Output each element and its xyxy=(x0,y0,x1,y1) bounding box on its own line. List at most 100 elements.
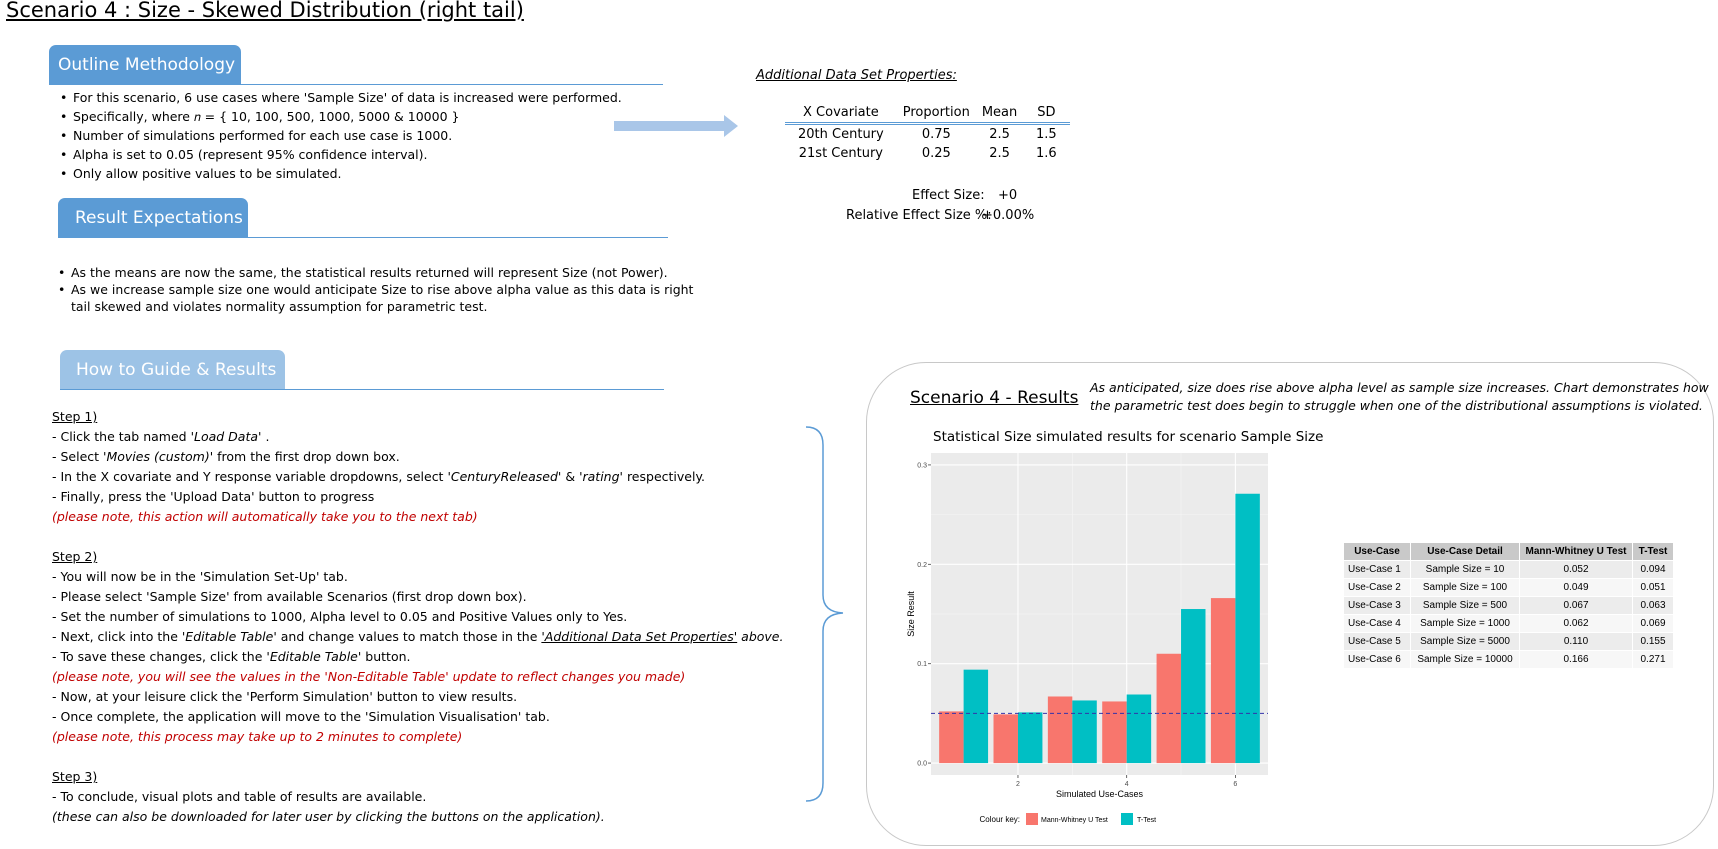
properties-row: 20th Century 0.75 2.5 1.5 xyxy=(785,124,1070,145)
size-bar-chart: 0.0 0.1 0.2 0.3 2 4 6 Simulated Use-Cases Size R… xyxy=(906,453,1268,825)
step1-emph: 'CenturyReleased' xyxy=(447,469,562,484)
results-header: Use-Case xyxy=(1344,543,1411,561)
step2-text: button. xyxy=(361,649,411,664)
outline-bullet: Specifically, where 𝑛 = { 10, 100, 500, … xyxy=(58,107,622,126)
results-header: Mann-Whitney U Test xyxy=(1520,543,1633,561)
results-header: T-Test xyxy=(1633,543,1674,561)
x-tick-label: 4 xyxy=(1125,781,1129,788)
bar-mann-whitney xyxy=(1156,653,1182,764)
step1-text: - Click the tab named xyxy=(52,429,191,444)
x-tick-label: 2 xyxy=(1016,781,1020,788)
properties-header: SD xyxy=(1023,103,1070,125)
bar-t-test xyxy=(1017,712,1043,764)
outline-heading-tab: Outline Methodology xyxy=(49,45,241,84)
bar-mann-whitney xyxy=(1210,598,1236,764)
step1-line1: - Click the tab named 'Load Data' . xyxy=(52,427,783,447)
legend-swatch-t-test xyxy=(1121,813,1133,825)
results-cell: 0.069 xyxy=(1633,615,1674,633)
expectations-bullet-line1: As we increase sample size one would ant… xyxy=(71,282,694,297)
results-panel xyxy=(866,362,1714,846)
step2-emph: 'Editable Table' xyxy=(181,629,277,644)
step1-text: . xyxy=(261,429,270,444)
expectations-bullets: As the means are now the same, the stati… xyxy=(56,264,693,315)
properties-header-row: X Covariate Proportion Mean SD xyxy=(785,103,1070,125)
step2-line2: - Please select 'Sample Size' from avail… xyxy=(52,589,527,604)
results-cell: 0.052 xyxy=(1520,561,1633,579)
properties-header: X Covariate xyxy=(785,103,897,125)
step2-note2: (please note, this process may take up t… xyxy=(52,729,463,744)
step2-title: Step 2) xyxy=(52,549,98,564)
brace-icon xyxy=(805,426,844,802)
expectations-bullet: As the means are now the same, the stati… xyxy=(56,264,693,281)
results-note-line2: the parametric test does begin to strugg… xyxy=(1090,398,1703,413)
step3-title: Step 3) xyxy=(52,769,98,784)
step1-emph: 'Load Data' xyxy=(190,429,262,444)
results-cell: Sample Size = 100 xyxy=(1411,579,1520,597)
bar-mann-whitney xyxy=(1047,696,1073,764)
guide-steps: Step 1) - Click the tab named 'Load Data… xyxy=(52,407,783,827)
step2-line1: - You will now be in the 'Simulation Set… xyxy=(52,569,348,584)
properties-table: X Covariate Proportion Mean SD 20th Cent… xyxy=(785,103,1070,163)
results-note: As anticipated, size does rise above alp… xyxy=(1090,379,1709,415)
guide-heading: How to Guide & Results xyxy=(76,360,277,380)
step2-line3: - Set the number of simulations to 1000,… xyxy=(52,609,628,624)
step2-note1: (please note, you will see the values in… xyxy=(52,669,686,684)
step1-text: respectively. xyxy=(622,469,706,484)
properties-cell: 0.25 xyxy=(921,146,951,161)
x-tick-label: 6 xyxy=(1233,781,1237,788)
results-row: Use-Case 4 Sample Size = 1000 0.062 0.069 xyxy=(1344,615,1674,633)
results-cell: Sample Size = 5000 xyxy=(1411,633,1520,651)
outline-bullet: For this scenario, 6 use cases where 'Sa… xyxy=(58,88,622,107)
y-tick-label: 0.1 xyxy=(917,661,927,668)
results-cell: Use-Case 5 xyxy=(1344,633,1411,651)
results-row: Use-Case 2 Sample Size = 100 0.049 0.051 xyxy=(1344,579,1674,597)
results-cell: Use-Case 1 xyxy=(1344,561,1411,579)
results-heading: Scenario 4 - Results xyxy=(910,388,1079,408)
results-cell: 0.271 xyxy=(1633,651,1674,669)
y-tick-label: 0.0 xyxy=(917,761,927,768)
results-cell: 0.067 xyxy=(1520,597,1633,615)
results-cell: 0.062 xyxy=(1520,615,1633,633)
properties-cell: 21st Century xyxy=(798,146,883,161)
results-row: Use-Case 1 Sample Size = 10 0.052 0.094 xyxy=(1344,561,1674,579)
results-cell: Use-Case 2 xyxy=(1344,579,1411,597)
page-title: Scenario 4 : Size - Skewed Distribution … xyxy=(6,0,524,22)
outline-bullet: Alpha is set to 0.05 (represent 95% conf… xyxy=(58,145,622,164)
step2-emph: 'Additional Data Set Properties' xyxy=(541,629,738,644)
expectations-bullet-line2: tail skewed and violates normality assum… xyxy=(71,299,488,314)
results-cell: Sample Size = 1000 xyxy=(1411,615,1520,633)
step2-line7: - Once complete, the application will mo… xyxy=(52,709,550,724)
legend-title: Colour key: xyxy=(980,815,1020,824)
bar-mann-whitney xyxy=(1102,701,1127,764)
outline-divider xyxy=(49,84,663,85)
legend-swatch-mann-whitney xyxy=(1026,813,1038,825)
properties-cell: 1.5 xyxy=(1036,127,1057,142)
results-cell: 0.110 xyxy=(1520,633,1633,651)
step2-emph: 'Editable Table' xyxy=(266,649,362,664)
effect-size-value: +0 xyxy=(998,188,1018,203)
results-cell: Use-Case 3 xyxy=(1344,597,1411,615)
results-row: Use-Case 3 Sample Size = 500 0.067 0.063 xyxy=(1344,597,1674,615)
step3-line1: - To conclude, visual plots and table of… xyxy=(52,789,427,804)
step1-text: - Select xyxy=(52,449,104,464)
results-row: Use-Case 6 Sample Size = 10000 0.166 0.271 xyxy=(1344,651,1674,669)
step2-text: above. xyxy=(737,629,784,644)
spacer xyxy=(52,747,783,767)
step2-text: and change values to match those in the xyxy=(276,629,542,644)
results-cell: 0.094 xyxy=(1633,561,1674,579)
results-cell: 0.063 xyxy=(1633,597,1674,615)
guide-heading-tab: How to Guide & Results xyxy=(60,350,285,389)
step2-text: - To save these changes, click the xyxy=(52,649,267,664)
legend-label-t-test: T-Test xyxy=(1137,817,1156,824)
step3-line2: (these can also be downloaded for later … xyxy=(52,809,605,824)
step1-text: & xyxy=(561,469,580,484)
bar-mann-whitney xyxy=(939,711,964,764)
chart-title: Statistical Size simulated results for s… xyxy=(933,429,1324,445)
properties-cell: 1.6 xyxy=(1036,146,1057,161)
expectations-bullet: As we increase sample size one would ant… xyxy=(56,281,693,315)
results-header-row: Use-Case Use-Case Detail Mann-Whitney U … xyxy=(1344,543,1674,561)
y-tick-label: 0.3 xyxy=(917,462,927,469)
outline-bullets: For this scenario, 6 use cases where 'Sa… xyxy=(58,88,622,183)
properties-header: Proportion xyxy=(896,103,976,125)
results-cell: Sample Size = 500 xyxy=(1411,597,1520,615)
